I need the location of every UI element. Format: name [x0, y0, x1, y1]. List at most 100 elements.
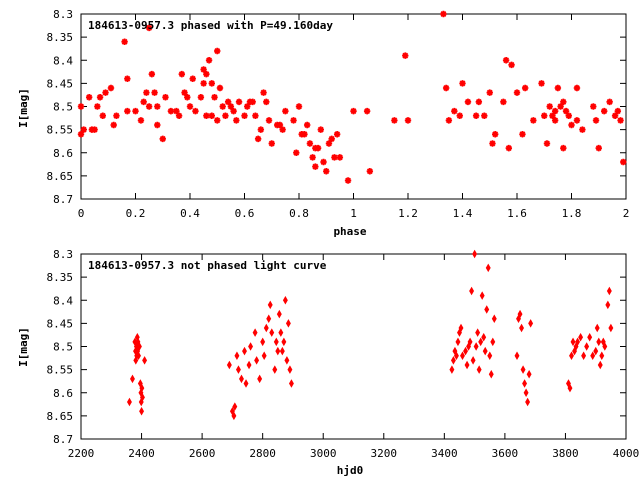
- data-point: [91, 126, 98, 133]
- data-point: [208, 112, 215, 119]
- data-point: [517, 309, 523, 319]
- data-point: [573, 84, 581, 92]
- axis-ticks: 0 0.2 0.4 0.6 0.8 1 1.2 1.4 1.6 1.8 2 8.3 8.35 8.4 8.4…: [47, 8, 630, 220]
- data-point: [140, 393, 145, 402]
- data-point: [502, 57, 510, 64]
- data-point: [278, 328, 284, 337]
- data-point: [458, 323, 464, 333]
- data-point: [192, 107, 199, 115]
- y-tick-label: 8.65: [47, 410, 74, 423]
- data-point: [450, 356, 456, 365]
- x-tick-label: 4000: [613, 447, 640, 460]
- y-tick-label: 8.55: [47, 364, 74, 377]
- data-point: [467, 337, 473, 347]
- data-points: [126, 249, 614, 421]
- data-point: [124, 75, 131, 82]
- y-tick-label: 8.45: [47, 77, 74, 90]
- data-point: [254, 356, 260, 365]
- data-point: [402, 52, 409, 59]
- data-point: [167, 107, 175, 115]
- data-point: [227, 103, 235, 110]
- data-point: [492, 131, 499, 138]
- data-point: [214, 117, 221, 124]
- data-point: [269, 328, 275, 337]
- x-tick-label: 1.6: [507, 207, 527, 220]
- data-point: [456, 112, 463, 119]
- axis-ticks: 2200 2400 2600 2800 3000 3200 3400 3600 3800 4000…: [47, 248, 640, 460]
- data-point: [333, 131, 341, 138]
- data-point: [151, 89, 158, 96]
- data-point: [551, 117, 559, 124]
- data-point: [463, 346, 468, 356]
- y-tick-label: 8.6: [53, 387, 73, 400]
- data-point: [132, 107, 139, 115]
- data-point: [219, 103, 226, 110]
- x-tick-label: 0.8: [289, 207, 309, 220]
- data-point: [325, 140, 333, 147]
- data-point: [519, 131, 526, 138]
- data-point: [568, 121, 575, 129]
- data-point: [451, 107, 458, 115]
- data-point: [137, 117, 145, 124]
- data-point: [200, 66, 207, 73]
- x-tick-label: 1.8: [562, 207, 582, 220]
- data-point: [80, 126, 87, 133]
- data-point: [513, 89, 521, 96]
- data-point: [186, 103, 194, 110]
- data-point: [551, 107, 559, 115]
- data-point: [290, 117, 297, 124]
- data-point: [249, 98, 256, 106]
- chart-title: 184613-0957.3 phased with P=49.160day: [88, 19, 333, 32]
- data-point: [562, 107, 570, 115]
- data-point: [121, 38, 128, 45]
- data-point: [244, 103, 251, 110]
- data-point: [272, 365, 278, 374]
- data-point: [599, 351, 605, 361]
- data-point: [96, 94, 104, 101]
- data-point: [94, 103, 101, 110]
- data-point: [455, 337, 461, 347]
- data-point: [265, 117, 273, 124]
- data-point: [200, 80, 207, 87]
- data-point: [581, 351, 587, 361]
- data-point: [567, 383, 573, 393]
- data-point: [293, 149, 300, 156]
- chart-title: 184613-0957.3 not phased light curve: [88, 259, 327, 272]
- data-point: [279, 126, 286, 133]
- data-point: [126, 397, 132, 407]
- data-point: [404, 117, 412, 124]
- data-point: [77, 131, 85, 138]
- x-tick-label: 2200: [68, 447, 95, 460]
- data-point: [587, 332, 593, 342]
- data-point: [366, 168, 374, 175]
- data-point: [530, 117, 537, 124]
- data-point: [543, 140, 551, 147]
- data-point: [579, 126, 586, 133]
- y-tick-label: 8.4: [53, 54, 73, 67]
- data-point: [107, 84, 115, 92]
- data-point: [482, 346, 488, 356]
- x-tick-label: 2800: [249, 447, 276, 460]
- data-point: [301, 131, 308, 138]
- data-point: [606, 286, 612, 296]
- data-point: [214, 47, 221, 55]
- data-point: [614, 107, 622, 115]
- data-point: [234, 351, 240, 361]
- data-point: [139, 406, 145, 416]
- data-point: [472, 249, 478, 259]
- data-point: [143, 89, 150, 96]
- data-point: [570, 337, 576, 347]
- data-point: [478, 337, 484, 347]
- data-point: [275, 346, 281, 356]
- data-point: [475, 328, 481, 337]
- data-point: [490, 337, 496, 347]
- x-tick-label: 2400: [128, 447, 155, 460]
- data-point: [203, 70, 210, 78]
- data-point: [484, 305, 490, 314]
- data-point: [139, 383, 145, 393]
- data-point: [85, 94, 93, 101]
- data-point: [476, 365, 482, 374]
- data-point: [554, 84, 562, 92]
- y-tick-label: 8.45: [47, 317, 74, 330]
- data-point: [538, 80, 545, 87]
